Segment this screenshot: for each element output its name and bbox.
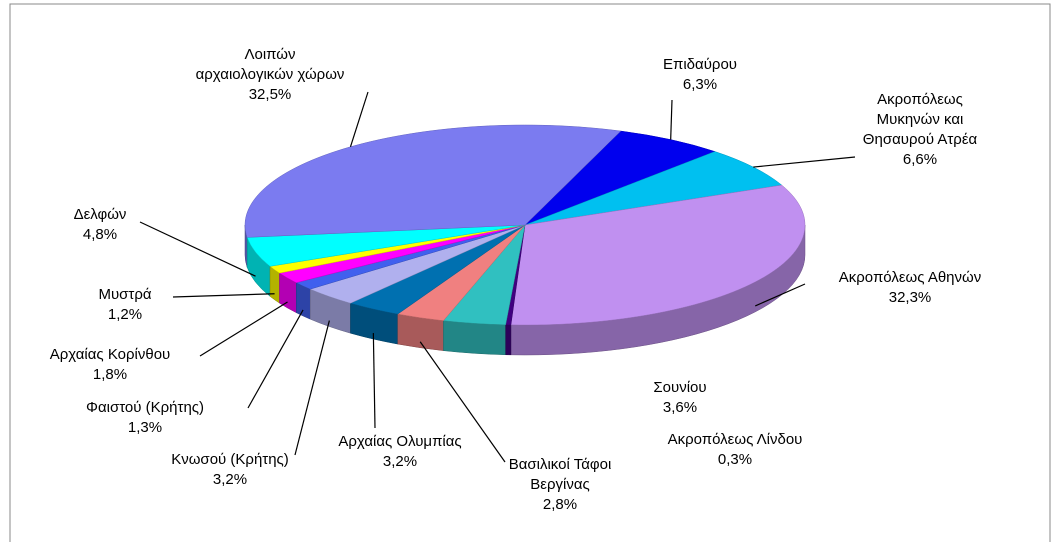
value-label: 0,3% [717, 451, 753, 468]
value-label: 1,8% [92, 366, 128, 383]
data-label: Ακροπόλεως Μυκηνών και Θησαυρού Ατρέα 6,6… [863, 90, 977, 170]
value-label: 3,2% [212, 471, 248, 488]
data-label: Λοιπών αρχαιολογικών χώρων 32,5% [196, 45, 345, 105]
category-label: Μυστρά [98, 286, 152, 303]
category-label: Βασιλικοί Τάφοι Βεργίνας [508, 456, 612, 493]
data-label: Ακροπόλεως Αθηνών 32,3% [839, 268, 981, 308]
slice-side [505, 324, 512, 356]
value-label: 6,3% [682, 76, 718, 93]
category-label: Ακροπόλεως Μυκηνών και Θησαυρού Ατρέα [862, 91, 978, 148]
value-label: 1,2% [107, 306, 143, 323]
value-label: 4,8% [82, 226, 118, 243]
slice [510, 184, 806, 326]
data-label: Δελφών 4,8% [74, 205, 127, 245]
data-label: Μυστρά 1,2% [98, 285, 151, 325]
data-label: Κνωσού (Κρήτης) 3,2% [171, 450, 289, 490]
leader-line [753, 156, 856, 168]
value-label: 2,8% [542, 496, 578, 513]
category-label: Κνωσού (Κρήτης) [171, 451, 289, 468]
leader-line [419, 341, 506, 463]
category-label: Λοιπών αρχαιολογικών χώρων [195, 46, 345, 83]
leader-line [199, 301, 288, 357]
data-label: Αρχαίας Κορίνθου 1,8% [50, 345, 171, 385]
value-label: 3,2% [382, 453, 418, 470]
slice-side [443, 320, 506, 356]
value-label: 32,3% [888, 289, 932, 306]
leader-line [172, 293, 275, 298]
leader-line [349, 91, 369, 147]
value-label: 32,5% [248, 86, 292, 103]
value-label: 6,6% [902, 151, 938, 168]
data-label: Σουνίου 3,6% [653, 378, 706, 418]
category-label: Αρχαίας Ολυμπίας [338, 433, 462, 450]
category-label: Επιδαύρου [663, 56, 737, 73]
leader-line [372, 333, 376, 429]
category-label: Φαιστού (Κρήτης) [85, 399, 205, 416]
category-label: Δελφών [73, 206, 127, 223]
leader-line [247, 309, 304, 409]
data-label: Ακροπόλεως Λίνδου 0,3% [668, 430, 803, 470]
category-label: Ακροπόλεως Αθηνών [838, 269, 982, 286]
leader-line [139, 221, 256, 277]
category-label: Ακροπόλεως Λίνδου [667, 431, 803, 448]
leader-line [755, 283, 806, 307]
slice [524, 151, 783, 226]
data-label: Φαιστού (Κρήτης) 1,3% [86, 398, 204, 438]
category-label: Σουνίου [653, 379, 707, 396]
frame [9, 3, 1051, 542]
value-label: 3,6% [662, 399, 698, 416]
slice [244, 124, 622, 238]
leader-line [294, 320, 330, 456]
value-label: 1,3% [127, 419, 163, 436]
data-label: Βασιλικοί Τάφοι Βεργίνας 2,8% [509, 455, 612, 515]
data-label: Επιδαύρου 6,3% [663, 55, 737, 95]
leader-line [670, 99, 673, 140]
data-label: Αρχαίας Ολυμπίας 3,2% [338, 432, 461, 472]
category-label: Αρχαίας Κορίνθου [49, 346, 171, 363]
